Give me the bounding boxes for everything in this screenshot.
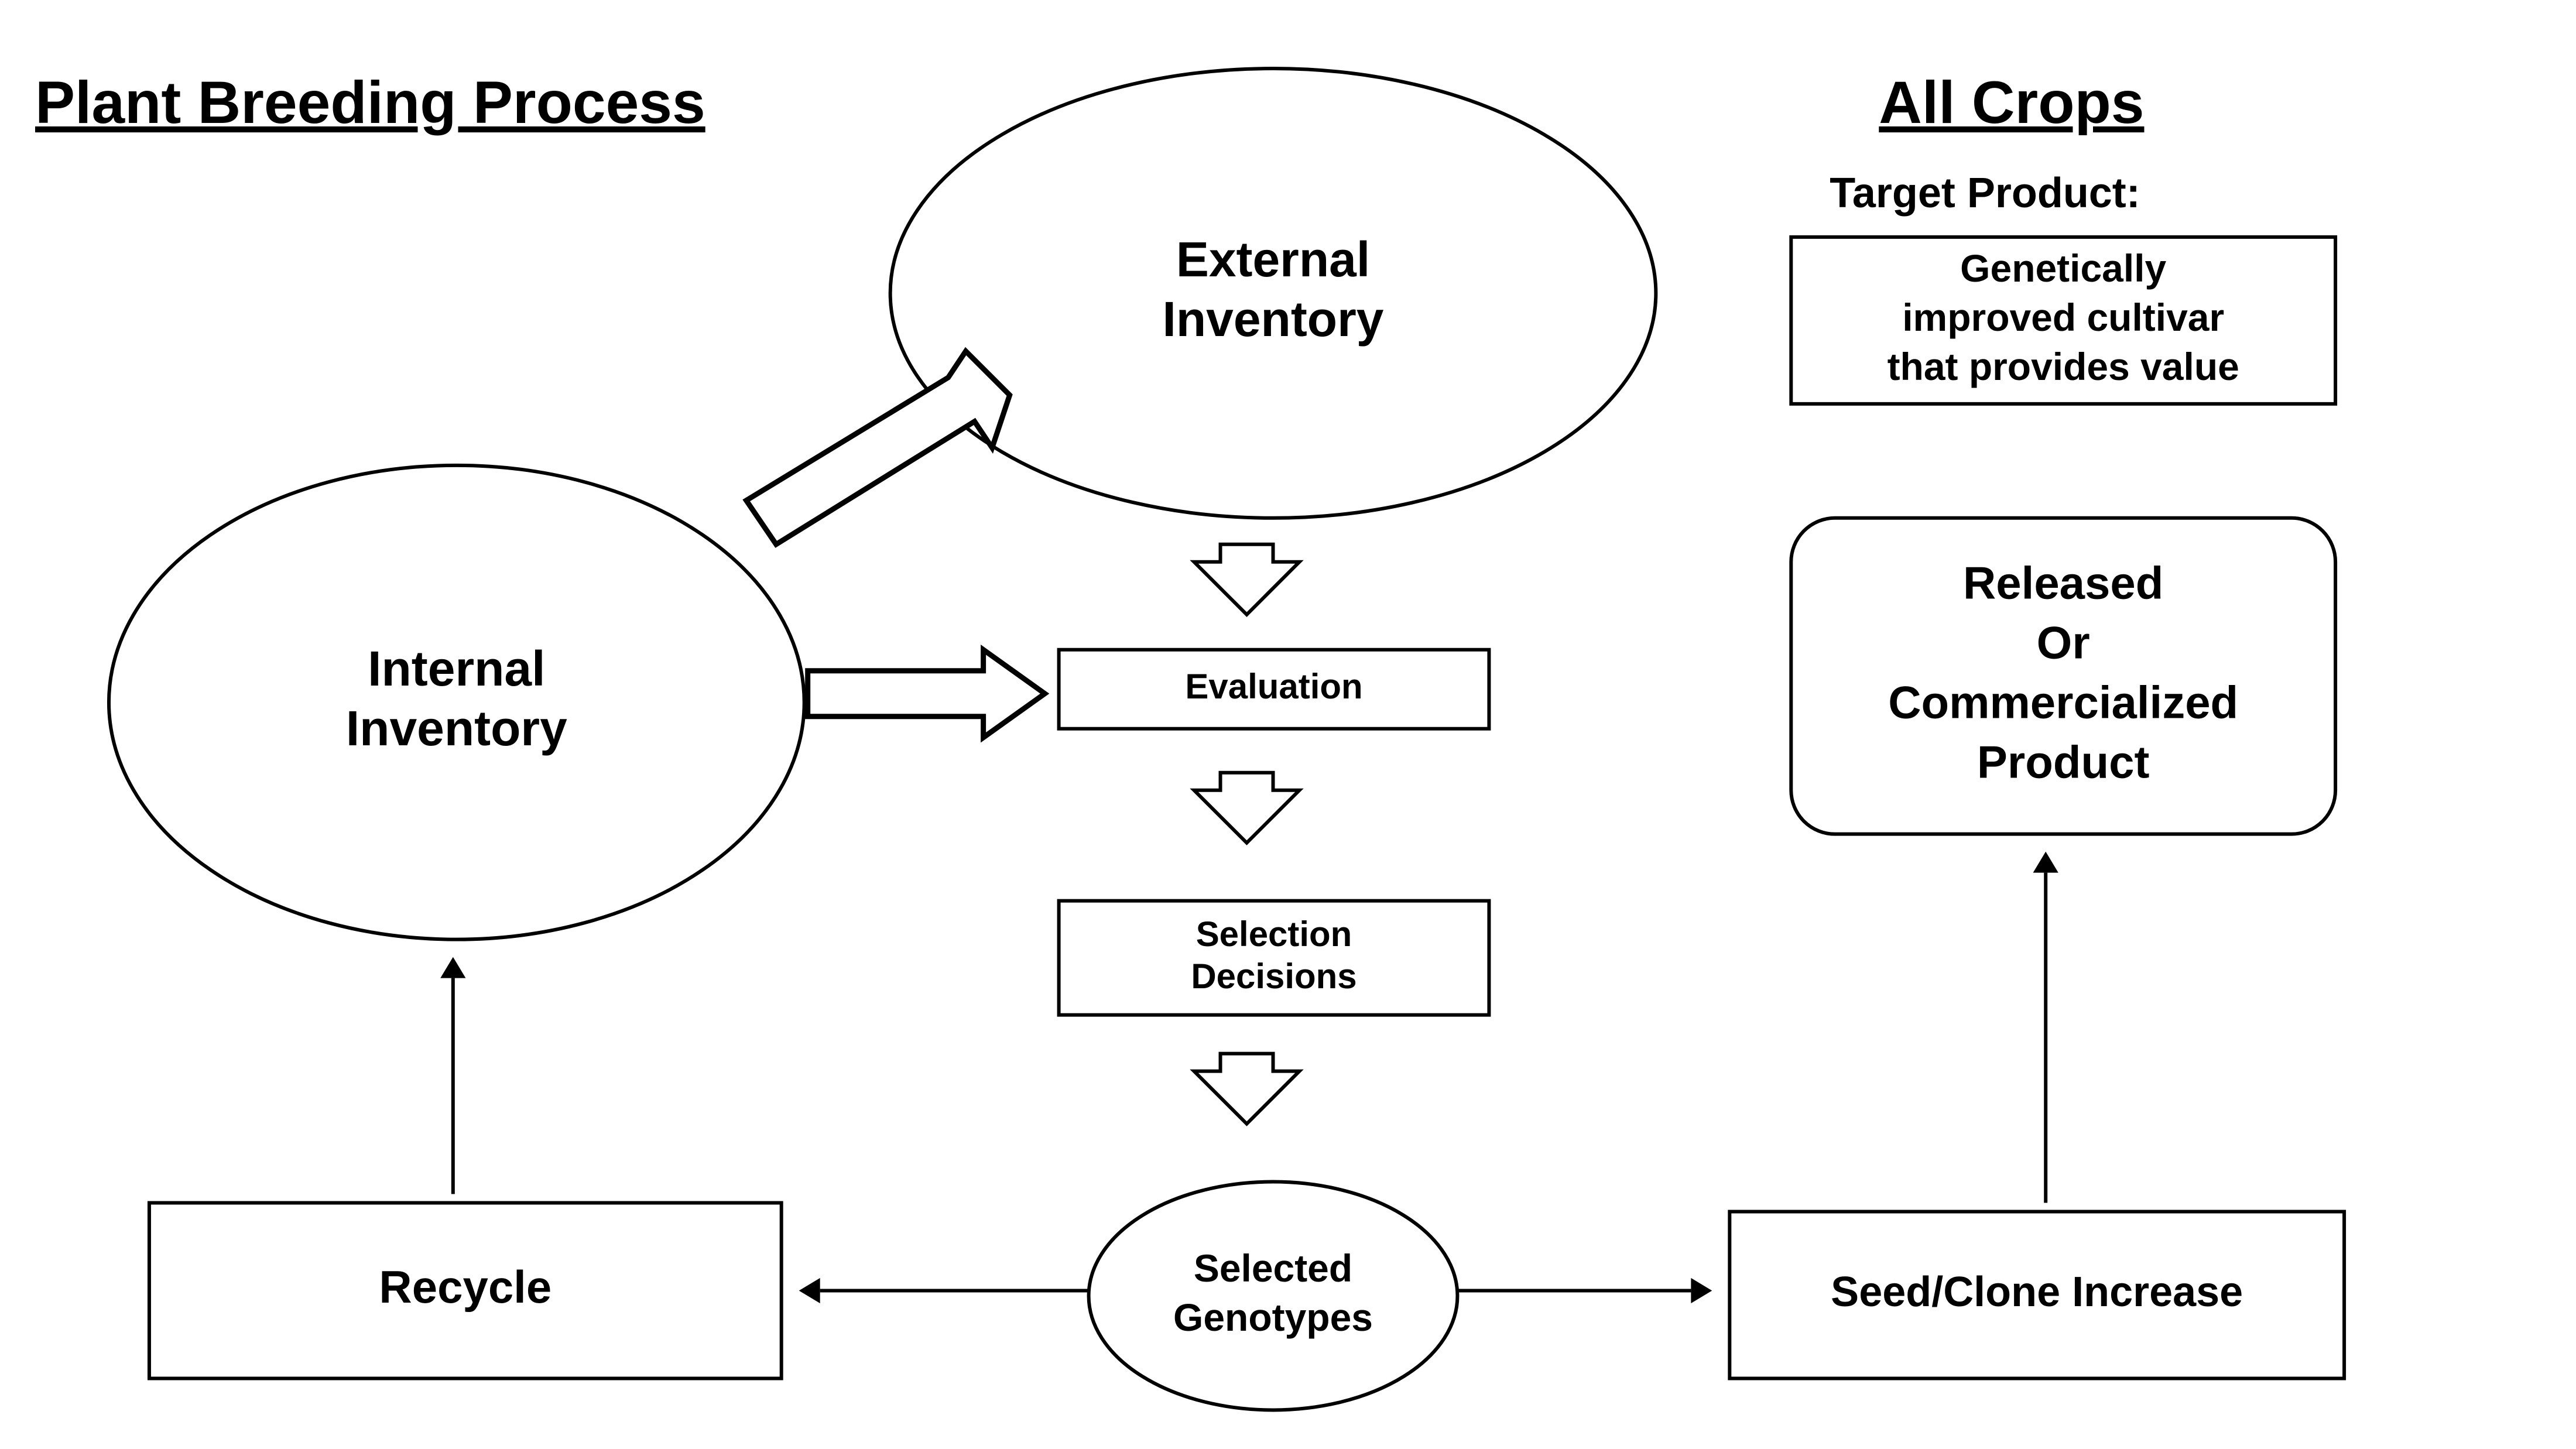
block-arrow-3 [1194, 773, 1300, 843]
svg-text:Inventory: Inventory [346, 701, 567, 756]
svg-text:Product: Product [1977, 736, 2150, 787]
title-left: Plant Breeding Process [35, 69, 705, 136]
arrowhead [440, 957, 465, 978]
title-right: All Crops [1879, 69, 2144, 136]
block-arrow-2 [1194, 544, 1300, 615]
svg-text:Evaluation: Evaluation [1185, 667, 1362, 706]
svg-text:Genotypes: Genotypes [1173, 1296, 1373, 1339]
svg-text:improved cultivar: improved cultivar [1902, 296, 2224, 339]
target_label: Target Product: [1830, 170, 2140, 217]
svg-text:Decisions: Decisions [1191, 957, 1356, 996]
arrowhead [1691, 1278, 1712, 1303]
svg-text:Inventory: Inventory [1163, 292, 1384, 347]
svg-text:External: External [1176, 232, 1370, 287]
arrowhead [2033, 852, 2058, 873]
svg-text:Seed/Clone Increase: Seed/Clone Increase [1831, 1269, 2243, 1316]
block-arrow-0 [746, 351, 1010, 544]
svg-text:that provides value: that provides value [1888, 345, 2239, 388]
block-arrow-1 [808, 650, 1045, 738]
svg-text:Or: Or [2037, 616, 2090, 668]
svg-text:Selected: Selected [1194, 1246, 1352, 1290]
svg-text:Genetically: Genetically [1960, 246, 2166, 290]
arrowhead [799, 1278, 820, 1303]
svg-text:Released: Released [1963, 557, 2163, 608]
svg-text:Selection: Selection [1196, 914, 1352, 954]
svg-text:Commercialized: Commercialized [1888, 676, 2238, 728]
svg-text:Internal: Internal [368, 641, 545, 696]
block-arrow-4 [1194, 1054, 1300, 1124]
svg-text:Recycle: Recycle [379, 1261, 551, 1313]
